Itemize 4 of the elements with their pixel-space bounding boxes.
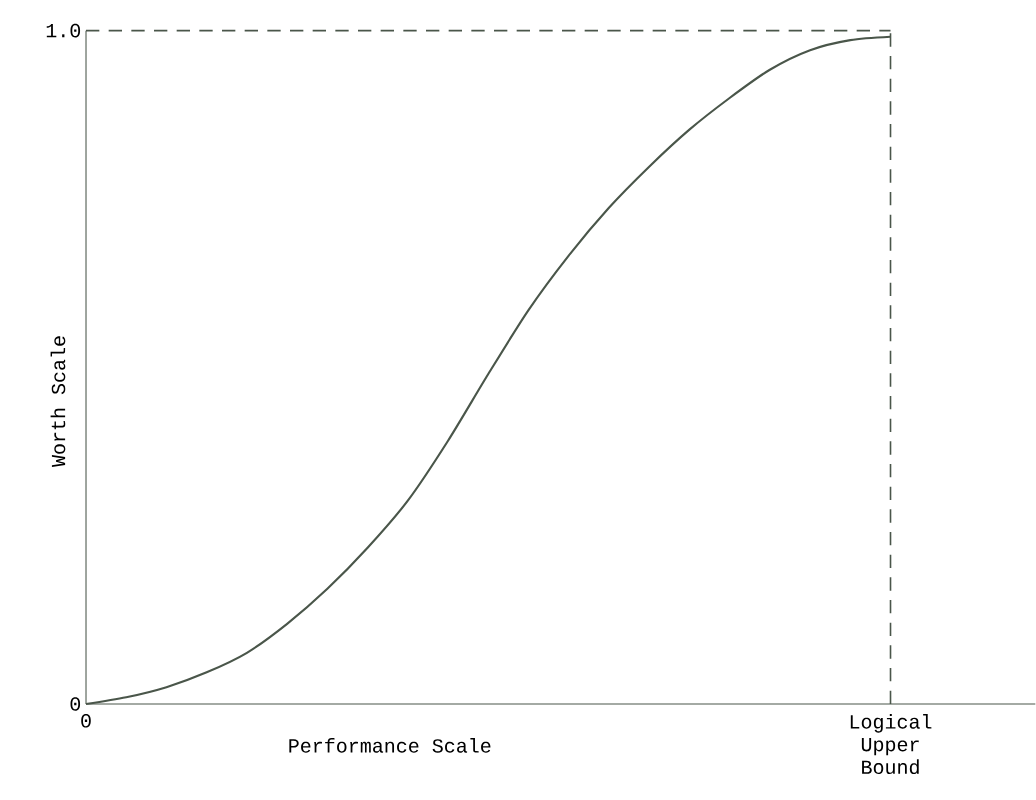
y-axis-title: Worth Scale: [50, 336, 66, 467]
y-tick-label: 1.0: [46, 23, 81, 38]
x-axis-title: Performance Scale: [289, 738, 491, 753]
x-tick-label: Logical Upper Bound: [850, 714, 932, 775]
